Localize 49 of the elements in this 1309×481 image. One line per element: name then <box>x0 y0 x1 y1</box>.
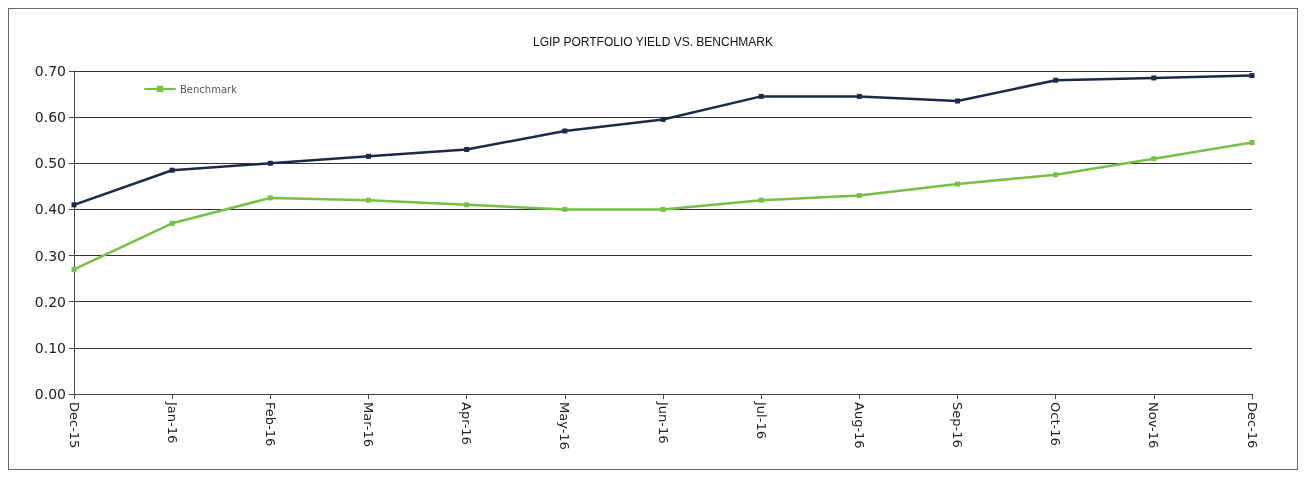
y-tick-label: 0.00 <box>34 386 66 402</box>
point <box>267 195 273 201</box>
y-tick-label: 0.10 <box>34 339 66 356</box>
point <box>1151 156 1157 162</box>
point <box>169 167 175 173</box>
x-tick-label: Oct-16 <box>1048 402 1064 446</box>
x-tick-label: Apr-16 <box>459 402 475 445</box>
x-tick-label: Jul-16 <box>753 401 769 439</box>
x-tick-label: Jan-16 <box>164 401 180 444</box>
point <box>758 197 764 203</box>
point <box>1053 77 1059 83</box>
point <box>660 206 666 212</box>
point <box>71 202 77 208</box>
x-tick-label: Mar-16 <box>361 402 376 447</box>
x-tick-label: Nov-16 <box>1146 402 1162 449</box>
point <box>758 93 764 99</box>
x-tick-label: Dec-15 <box>66 402 82 449</box>
x-tick-label: Sep-16 <box>950 402 965 448</box>
point <box>955 181 960 187</box>
point <box>464 202 470 208</box>
point <box>1053 172 1059 178</box>
x-tick-label: Feb-16 <box>262 402 278 447</box>
x-tick-label: Dec-16 <box>1244 402 1260 449</box>
point <box>1151 75 1157 81</box>
point <box>856 93 862 99</box>
point <box>366 197 371 203</box>
point <box>1249 140 1255 146</box>
x-tick-label: May-16 <box>557 402 573 450</box>
point <box>1249 73 1255 79</box>
y-tick-label: 0.20 <box>34 293 66 310</box>
point <box>71 266 77 272</box>
point <box>366 153 371 159</box>
y-tick-label: 0.50 <box>34 155 66 172</box>
point <box>464 146 470 152</box>
y-tick-label: 0.60 <box>34 109 66 126</box>
point <box>955 98 960 104</box>
y-tick-label: 0.40 <box>34 201 66 218</box>
point <box>856 193 862 199</box>
y-tick-label: 0.70 <box>34 63 66 79</box>
x-tick-label: Aug-16 <box>851 402 867 449</box>
point <box>169 220 175 226</box>
point <box>562 128 568 134</box>
legend-label: Benchmark <box>180 83 238 95</box>
x-tick-label: Jun-16 <box>655 401 671 444</box>
y-tick-label: 0.30 <box>34 247 66 264</box>
chart-title: LGIP PORTFOLIO YIELD VS. BENCHMARK <box>532 35 774 49</box>
point <box>267 160 273 166</box>
point <box>660 116 666 122</box>
point <box>562 206 568 212</box>
